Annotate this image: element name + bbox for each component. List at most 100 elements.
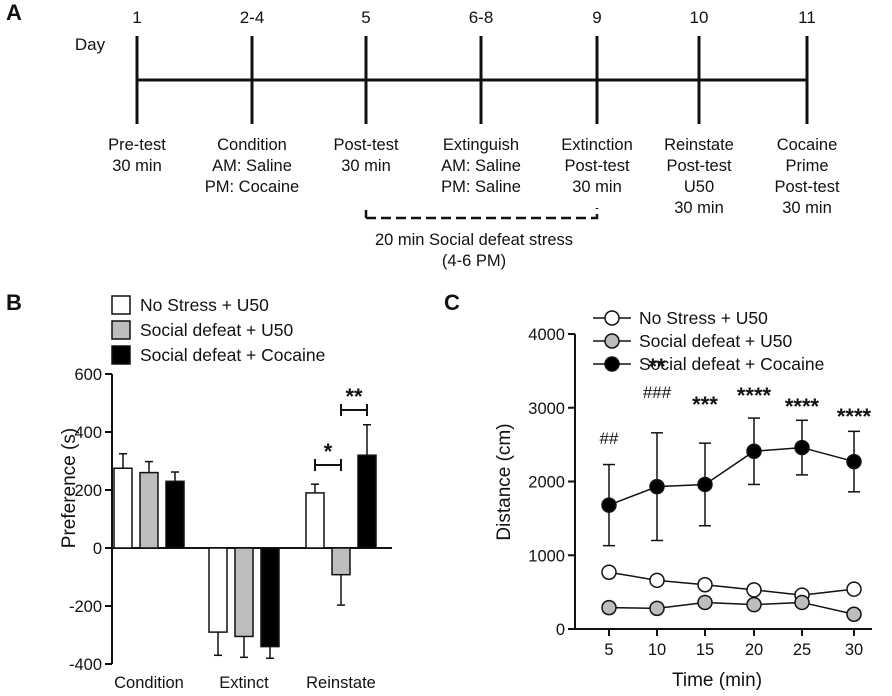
chart-c-point bbox=[746, 443, 762, 460]
chart-c-ytick-label: 4000 bbox=[528, 326, 565, 344]
timeline: Day 1 Pre-test 30 min 2-4 Condition AM: Salin… bbox=[75, 8, 840, 270]
timeline-event-line: Extinguish bbox=[443, 136, 519, 154]
timeline-day: 1 bbox=[132, 8, 141, 27]
chart-c-xtick-label: 30 bbox=[845, 641, 863, 659]
chart-c-sig-label: **** bbox=[785, 394, 820, 419]
timeline-event-line: PM: Saline bbox=[441, 178, 521, 196]
timeline-event-line: Post-test bbox=[564, 157, 630, 175]
chart-c-hash-label: ## bbox=[600, 429, 619, 448]
chart-b-sig-label: * bbox=[324, 439, 333, 464]
chart-c-point bbox=[697, 594, 713, 611]
chart-b-sig-bracket bbox=[340, 404, 368, 416]
chart-c-point bbox=[846, 453, 862, 470]
chart-c-xtick-label: 25 bbox=[793, 641, 811, 659]
chart-b-legend-swatch bbox=[111, 345, 131, 365]
chart-c-xtick-label: 5 bbox=[604, 641, 613, 659]
chart-b-bar bbox=[113, 467, 133, 549]
chart-c-point bbox=[601, 564, 617, 580]
timeline-event-line: AM: Saline bbox=[441, 157, 521, 175]
chart-c-legend-marker bbox=[604, 356, 620, 372]
chart-b-legend-swatch bbox=[111, 295, 131, 315]
timeline-event-line: Post-test bbox=[666, 157, 732, 175]
chart-b-legend-label: Social defeat + U50 bbox=[140, 320, 293, 340]
chart-c-point bbox=[601, 497, 617, 513]
chart-b-category-label: Extinct bbox=[219, 674, 269, 692]
chart-c-point bbox=[649, 600, 665, 617]
chart-b-legend-swatch bbox=[111, 320, 131, 340]
chart-c-legend-label: Social defeat + Cocaine bbox=[639, 354, 824, 374]
timeline-day: 6-8 bbox=[469, 8, 494, 27]
timeline-day: 2-4 bbox=[240, 8, 265, 27]
timeline-event-line: 30 min bbox=[782, 199, 832, 217]
timeline-event-line: Reinstate bbox=[664, 136, 734, 154]
timeline-event-line: Condition bbox=[217, 136, 287, 154]
chart-b-ytick-label: -400 bbox=[69, 656, 102, 674]
chart-c-point bbox=[794, 439, 810, 456]
chart-c-legend-marker bbox=[604, 310, 620, 326]
chart-b-bar bbox=[357, 454, 377, 549]
chart-b-ytick-label: 600 bbox=[74, 366, 102, 384]
chart-c-point bbox=[746, 582, 762, 598]
chart-b-bar bbox=[139, 471, 159, 549]
chart-c-point bbox=[649, 572, 665, 589]
chart-c-ytick-label: 2000 bbox=[528, 474, 565, 492]
chart-c-ytick-label: 0 bbox=[556, 621, 565, 639]
timeline-event-line: Pre-test bbox=[108, 136, 166, 154]
chart-c-legend-marker bbox=[604, 333, 620, 349]
timeline-event-line: PM: Cocaine bbox=[205, 178, 299, 196]
chart-c-legend-label: Social defeat + U50 bbox=[639, 331, 792, 351]
timeline-event-line: U50 bbox=[684, 178, 714, 196]
timeline-event-line: Prime bbox=[785, 157, 828, 175]
timeline-event-line: AM: Saline bbox=[212, 157, 292, 175]
chart-c-sig-label: **** bbox=[737, 383, 772, 408]
chart-c-point bbox=[746, 596, 762, 613]
chart-b-ytick-label: -200 bbox=[69, 598, 102, 616]
chart-c-xtick-label: 15 bbox=[696, 641, 714, 659]
chart-c-sig-label: ** bbox=[648, 354, 666, 379]
chart-b-ytick-label: 0 bbox=[93, 540, 102, 558]
chart-b: Preference (s) No Stress + U50 Social def… bbox=[59, 295, 392, 692]
chart-b-bar bbox=[208, 547, 228, 633]
timeline-event-line: Post-test bbox=[333, 136, 399, 154]
stress-note-line1: 20 min Social defeat stress bbox=[375, 231, 573, 249]
chart-b-bar bbox=[305, 492, 325, 549]
timeline-event-line: 30 min bbox=[572, 178, 622, 196]
chart-c-point bbox=[794, 594, 810, 611]
chart-c-point bbox=[601, 599, 617, 616]
chart-b-ylabel: Preference (s) bbox=[59, 428, 80, 548]
timeline-event-line: Cocaine bbox=[777, 136, 838, 154]
chart-c: Distance (cm) Time (min) No Stress + U50… bbox=[494, 308, 872, 691]
chart-c-legend-label: No Stress + U50 bbox=[639, 308, 768, 328]
chart-c-point bbox=[846, 581, 862, 597]
chart-c-sig-label: *** bbox=[692, 392, 718, 417]
chart-b-bar bbox=[234, 547, 254, 638]
chart-c-point bbox=[649, 478, 665, 495]
chart-b-bar bbox=[331, 547, 351, 576]
chart-b-ytick-label: 200 bbox=[74, 482, 102, 500]
timeline-day: 11 bbox=[798, 8, 816, 27]
chart-b-ytick-label: 400 bbox=[74, 424, 102, 442]
chart-b-sig-label: ** bbox=[345, 384, 363, 409]
chart-c-ylabel: Distance (cm) bbox=[494, 423, 515, 540]
timeline-day: 5 bbox=[361, 8, 370, 27]
chart-b-legend-label: Social defeat + Cocaine bbox=[140, 345, 325, 365]
timeline-event-line: Extinction bbox=[561, 136, 633, 154]
stress-bracket bbox=[364, 208, 599, 220]
chart-b-legend-label: No Stress + U50 bbox=[140, 295, 269, 315]
chart-c-point bbox=[697, 577, 713, 593]
day-label: Day bbox=[75, 35, 106, 54]
panel-letter-a: A bbox=[6, 0, 22, 25]
chart-c-point bbox=[697, 476, 713, 493]
panel-letter-b: B bbox=[6, 290, 22, 315]
chart-c-series-line bbox=[608, 601, 855, 615]
chart-c-xlabel: Time (min) bbox=[672, 670, 762, 691]
timeline-event-line: 30 min bbox=[341, 157, 391, 175]
panel-letter-c: C bbox=[444, 290, 460, 315]
chart-c-series-line bbox=[608, 571, 855, 596]
chart-b-bar bbox=[260, 547, 280, 648]
chart-b-category-label: Reinstate bbox=[306, 674, 376, 692]
chart-c-sig-label: **** bbox=[837, 404, 872, 429]
timeline-event-line: Post-test bbox=[774, 178, 840, 196]
timeline-day: 9 bbox=[592, 8, 601, 27]
